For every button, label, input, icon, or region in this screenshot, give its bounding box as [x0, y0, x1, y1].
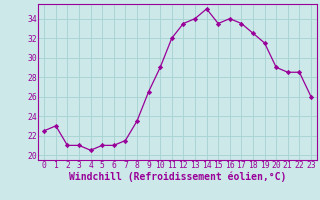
X-axis label: Windchill (Refroidissement éolien,°C): Windchill (Refroidissement éolien,°C) — [69, 172, 286, 182]
